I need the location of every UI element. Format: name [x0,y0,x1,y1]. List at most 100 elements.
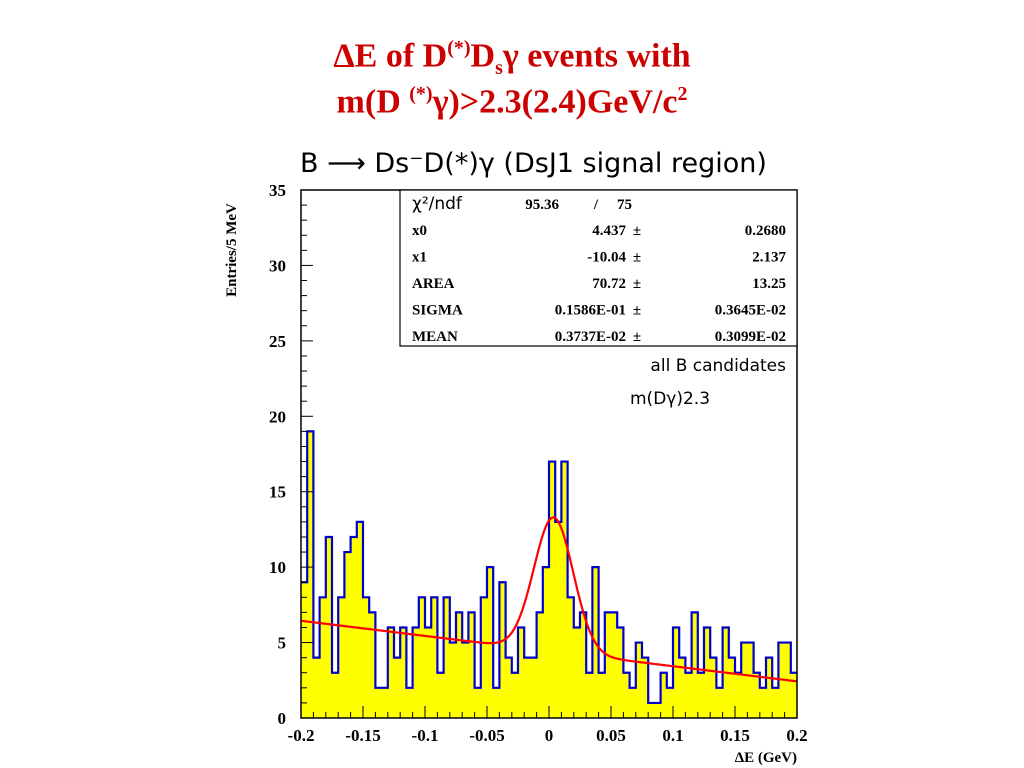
histogram-bar [394,657,401,718]
chi2-ndf: 75 [617,197,632,213]
fit-curve [300,516,798,683]
histogram-bar [567,597,575,718]
histogram-bar [443,597,451,718]
histogram-bar [505,657,513,718]
histogram-bar [642,657,649,718]
stat-plus-minus: ± [633,303,641,319]
histogram-bar [629,687,637,718]
histogram-bar [449,642,457,718]
stats-box-frame [399,189,798,347]
histogram-bar [499,582,506,718]
histogram-bar [363,597,370,718]
histogram-bar [524,657,531,718]
stats-rows: x0 4.437 ±0.2680 x1 -10.04 ±2.137 AREA 70.72 ±13… [412,223,787,345]
x-tick-label: 0.2 [786,726,807,745]
histogram-bar [344,552,351,718]
histogram-bar [542,567,550,718]
histogram-bar [766,657,773,718]
annotation-all-b-candidates: all B candidates [650,356,786,376]
y-tick-label: 0 [278,709,287,728]
histogram-bar [412,627,420,718]
stat-value: 0.3737E-02 [555,329,626,345]
title-text: D [470,37,496,75]
histogram-bar [666,687,674,718]
title-superscript: (*) [409,83,433,105]
x-tick-label: 0.05 [596,726,626,745]
histogram-bar [462,642,469,718]
histogram-bar [604,612,612,718]
histogram-bar [319,597,327,718]
histogram-bar [697,672,705,718]
histogram-bar [747,642,754,718]
title-subscript: s [495,57,503,80]
y-axis-label: Entries/5 MeV [224,203,240,297]
histogram-bar [555,521,562,718]
y-tick-label: 25 [269,332,286,351]
histogram-bar [685,672,692,718]
chi2-separator: / [593,197,599,213]
histogram-bar [716,687,723,718]
stat-error: 2.137 [752,250,786,266]
stats-row: x0 4.437 ±0.2680 [412,223,786,239]
histogram-bar [790,672,798,718]
stats-row: MEAN 0.3737E-02 ±0.3099E-02 [412,329,786,345]
histogram-bar [648,702,655,718]
x-axis-label: ΔE (GeV) [735,750,797,766]
stats-row: x1 -10.04 ±2.137 [412,250,787,266]
stat-plus-minus: ± [633,223,641,239]
histogram-bar [325,536,333,718]
stat-value: 70.72 [592,276,626,292]
stat-plus-minus: ± [633,276,641,292]
x-tick-label: 0.15 [720,726,750,745]
histogram-bar [623,672,630,718]
slide-title-line-2: m(D (*)γ)>2.3(2.4)GeV/c2 [0,74,1024,122]
histogram-bar [511,672,519,718]
histogram-bar [530,657,537,718]
histogram-bar [474,687,482,718]
y-tick-label: 20 [269,407,286,426]
histogram-bar [338,597,345,718]
histogram-bar [301,582,308,718]
x-tick-label: -0.15 [345,726,380,745]
histogram-bar [418,597,426,718]
histogram-bar [400,627,407,718]
title-superscript: 2 [677,83,688,105]
stat-label: AREA [412,276,455,292]
histogram-bar [679,657,686,718]
title-text: γ events with [502,37,691,75]
histogram-bar [536,612,544,718]
stat-value: 4.437 [592,223,626,239]
histogram-bar [381,687,389,718]
histogram-bar [561,461,568,718]
x-tick-labels: -0.2 -0.15 -0.1 -0.05 0 0.05 0.1 0.15 0.2 [288,726,808,745]
stat-error: 0.2680 [745,223,786,239]
chart-title: B ⟶ Ds⁻D(*)γ (DsJ1 signal region) [300,148,767,179]
histogram-bar [772,687,779,718]
stats-box: χ²/ndf 95.36 / 75 x0 4.437 ±0.2680 x1 -10.04… [399,189,798,347]
histogram-bar [332,672,339,718]
histogram-bar [437,672,444,718]
histogram-bar [753,672,761,718]
histogram-bar [356,521,364,718]
histogram-bar [673,627,680,718]
histogram-outline-line [301,430,797,705]
histogram-bar [369,612,376,718]
stats-row: SIGMA 0.1586E-01 ±0.3645E-02 [412,303,786,319]
histogram-bar [307,431,314,718]
histogram-bar [710,657,717,718]
histogram-bar [586,672,593,718]
y-tick-label: 10 [269,558,286,577]
histogram-bar [431,597,438,718]
histogram-bar [759,687,767,718]
title-superscript: (*) [447,37,471,59]
chi2-label: χ²/ndf [412,194,463,214]
histogram-bar [598,672,606,718]
histogram-bar [313,657,320,718]
stat-value: 0.1586E-01 [555,303,626,319]
x-tick-label: -0.1 [412,726,439,745]
title-text: m(D [336,83,410,121]
y-tick-label: 15 [269,483,286,502]
histogram-bar [375,687,382,718]
stat-error: 0.3099E-02 [715,329,786,345]
